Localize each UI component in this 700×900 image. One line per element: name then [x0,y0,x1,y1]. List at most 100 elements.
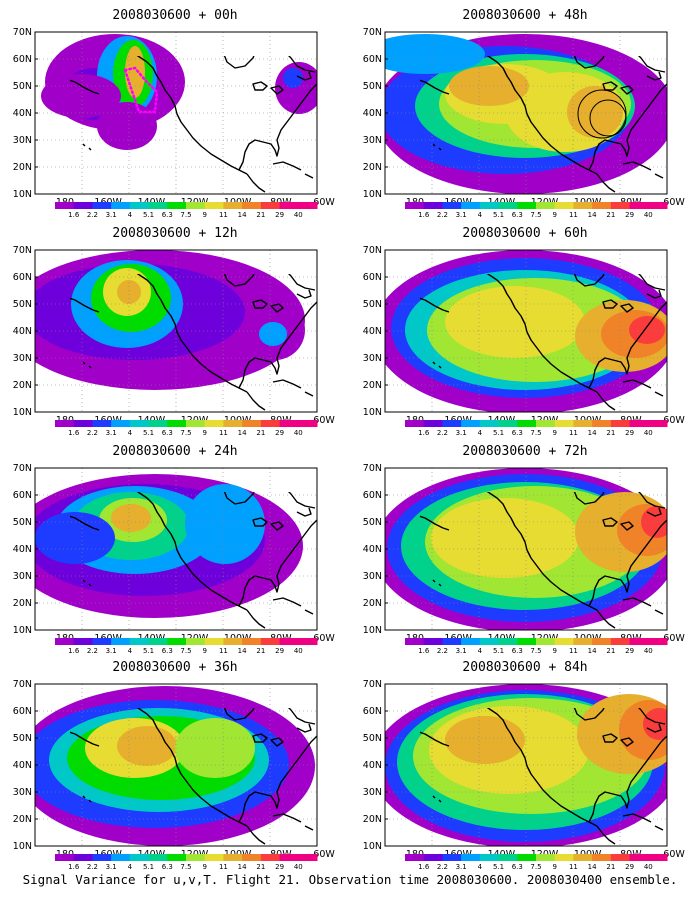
colorbar-swatch [423,420,443,427]
lat-tick-label: 10N [13,625,32,636]
colorbar-swatch [479,854,500,861]
colorbar-label: 11 [219,647,228,655]
colorbar-label: 2.2 [87,429,98,437]
colorbar-label: 40 [294,647,303,655]
colorbar-label: 7.5 [180,863,191,871]
colorbar-label: 40 [294,863,303,871]
colorbar-label: 29 [275,211,284,219]
lat-tick-label: 50N [13,517,32,528]
colorbar-label: 6.3 [512,863,523,871]
forecast-map: 70N60N50N40N30N20N10N180160W140W120W100W… [13,679,336,871]
panel-title: 2008030600 + 84h [462,660,588,675]
panel-title: 2008030600 + 00h [112,8,238,23]
lat-tick-label: 40N [363,760,382,771]
coastline [70,274,318,411]
coastline [70,492,318,629]
colorbar-swatch [111,854,131,861]
colorbar-swatch [536,854,556,861]
colorbar-swatch [167,638,187,645]
colorbar-label: 4 [128,863,133,871]
colorbar-swatch [442,854,462,861]
colorbar-swatch [223,854,243,861]
lat-tick-label: 30N [13,353,32,364]
contour-region [629,316,665,344]
lat-tick-label: 60N [363,706,382,717]
colorbar-swatch [242,202,262,209]
colorbar-swatch [92,202,112,209]
colorbar-label: 7.5 [180,647,191,655]
colorbar-swatch [55,420,75,427]
contour-region [35,512,115,564]
contour-region [643,708,667,740]
colorbar-swatch [186,420,206,427]
colorbar-label: 21 [606,863,615,871]
colorbar-swatch [592,854,612,861]
colorbar-swatch [461,420,481,427]
colorbar-label: 9 [202,863,206,871]
colorbar-label: 29 [275,429,284,437]
colorbar-label: 7.5 [530,863,541,871]
lat-tick-label: 70N [363,245,382,256]
colorbar-label: 11 [219,863,228,871]
colorbar-label: 29 [275,647,284,655]
colorbar-label: 11 [569,647,578,655]
panel-title: 2008030600 + 12h [112,226,238,241]
lon-tick-label: 60W [313,849,335,860]
lon-tick-label: 60W [663,415,685,426]
lat-tick-label: 20N [363,598,382,609]
map-panel: 2008030600 + 00h70N60N50N40N30N20N10N180… [0,8,350,226]
colorbar-label: 2.2 [87,863,98,871]
colorbar-swatch [129,202,150,209]
colorbar-swatch [260,854,281,861]
lat-tick-label: 20N [13,814,32,825]
colorbar-swatch [55,638,75,645]
colorbar-label: 3.1 [456,211,467,219]
colorbar-swatch [298,854,318,861]
colorbar-swatch [204,420,224,427]
colorbar-label: 1.6 [418,211,430,219]
lat-tick-label: 10N [363,625,382,636]
lat-tick-label: 60N [13,490,32,501]
colorbar-swatch [204,638,224,645]
colorbar-swatch [498,638,518,645]
lat-tick-label: 40N [13,108,32,119]
colorbar-swatch [405,202,425,209]
lat-tick-label: 20N [363,814,382,825]
colorbar-swatch [279,638,299,645]
lat-tick-label: 60N [363,490,382,501]
map-panel: 2008030600 + 60h70N60N50N40N30N20N10N180… [350,226,700,444]
colorbar-swatch [167,420,187,427]
colorbar-swatch [461,854,481,861]
colorbar-label: 40 [294,429,303,437]
lon-tick-label: 60W [663,633,685,644]
lon-tick-label: 60W [663,197,685,208]
colorbar-label: 29 [625,863,634,871]
colorbar-swatch [148,638,168,645]
colorbar-label: 40 [644,429,653,437]
colorbar-label: 4 [128,647,133,655]
lat-tick-label: 40N [363,544,382,555]
variance-contours [35,474,303,618]
colorbar-swatch [573,638,593,645]
colorbar-label: 40 [294,211,303,219]
colorbar-label: 3.1 [456,647,467,655]
variance-contours [385,34,667,194]
contour-region [385,34,485,74]
lat-tick-label: 20N [13,162,32,173]
colorbar-swatch [405,638,425,645]
lat-tick-label: 20N [13,598,32,609]
colorbar-swatch [129,638,150,645]
colorbar-label: 5.1 [143,647,154,655]
forecast-map: 70N60N50N40N30N20N10N180160W140W120W100W… [363,245,686,437]
colorbar-label: 21 [256,647,265,655]
colorbar-label: 11 [569,211,578,219]
colorbar-swatch [648,854,668,861]
colorbar-label: 21 [256,211,265,219]
colorbar-label: 7.5 [180,429,191,437]
forecast-map: 70N60N50N40N30N20N10N180160W140W120W100W… [13,245,336,437]
colorbar-swatch [479,420,500,427]
colorbar-swatch [629,202,649,209]
colorbar-swatch [554,420,574,427]
colorbar-label: 4 [128,211,133,219]
colorbar-swatch [111,420,131,427]
